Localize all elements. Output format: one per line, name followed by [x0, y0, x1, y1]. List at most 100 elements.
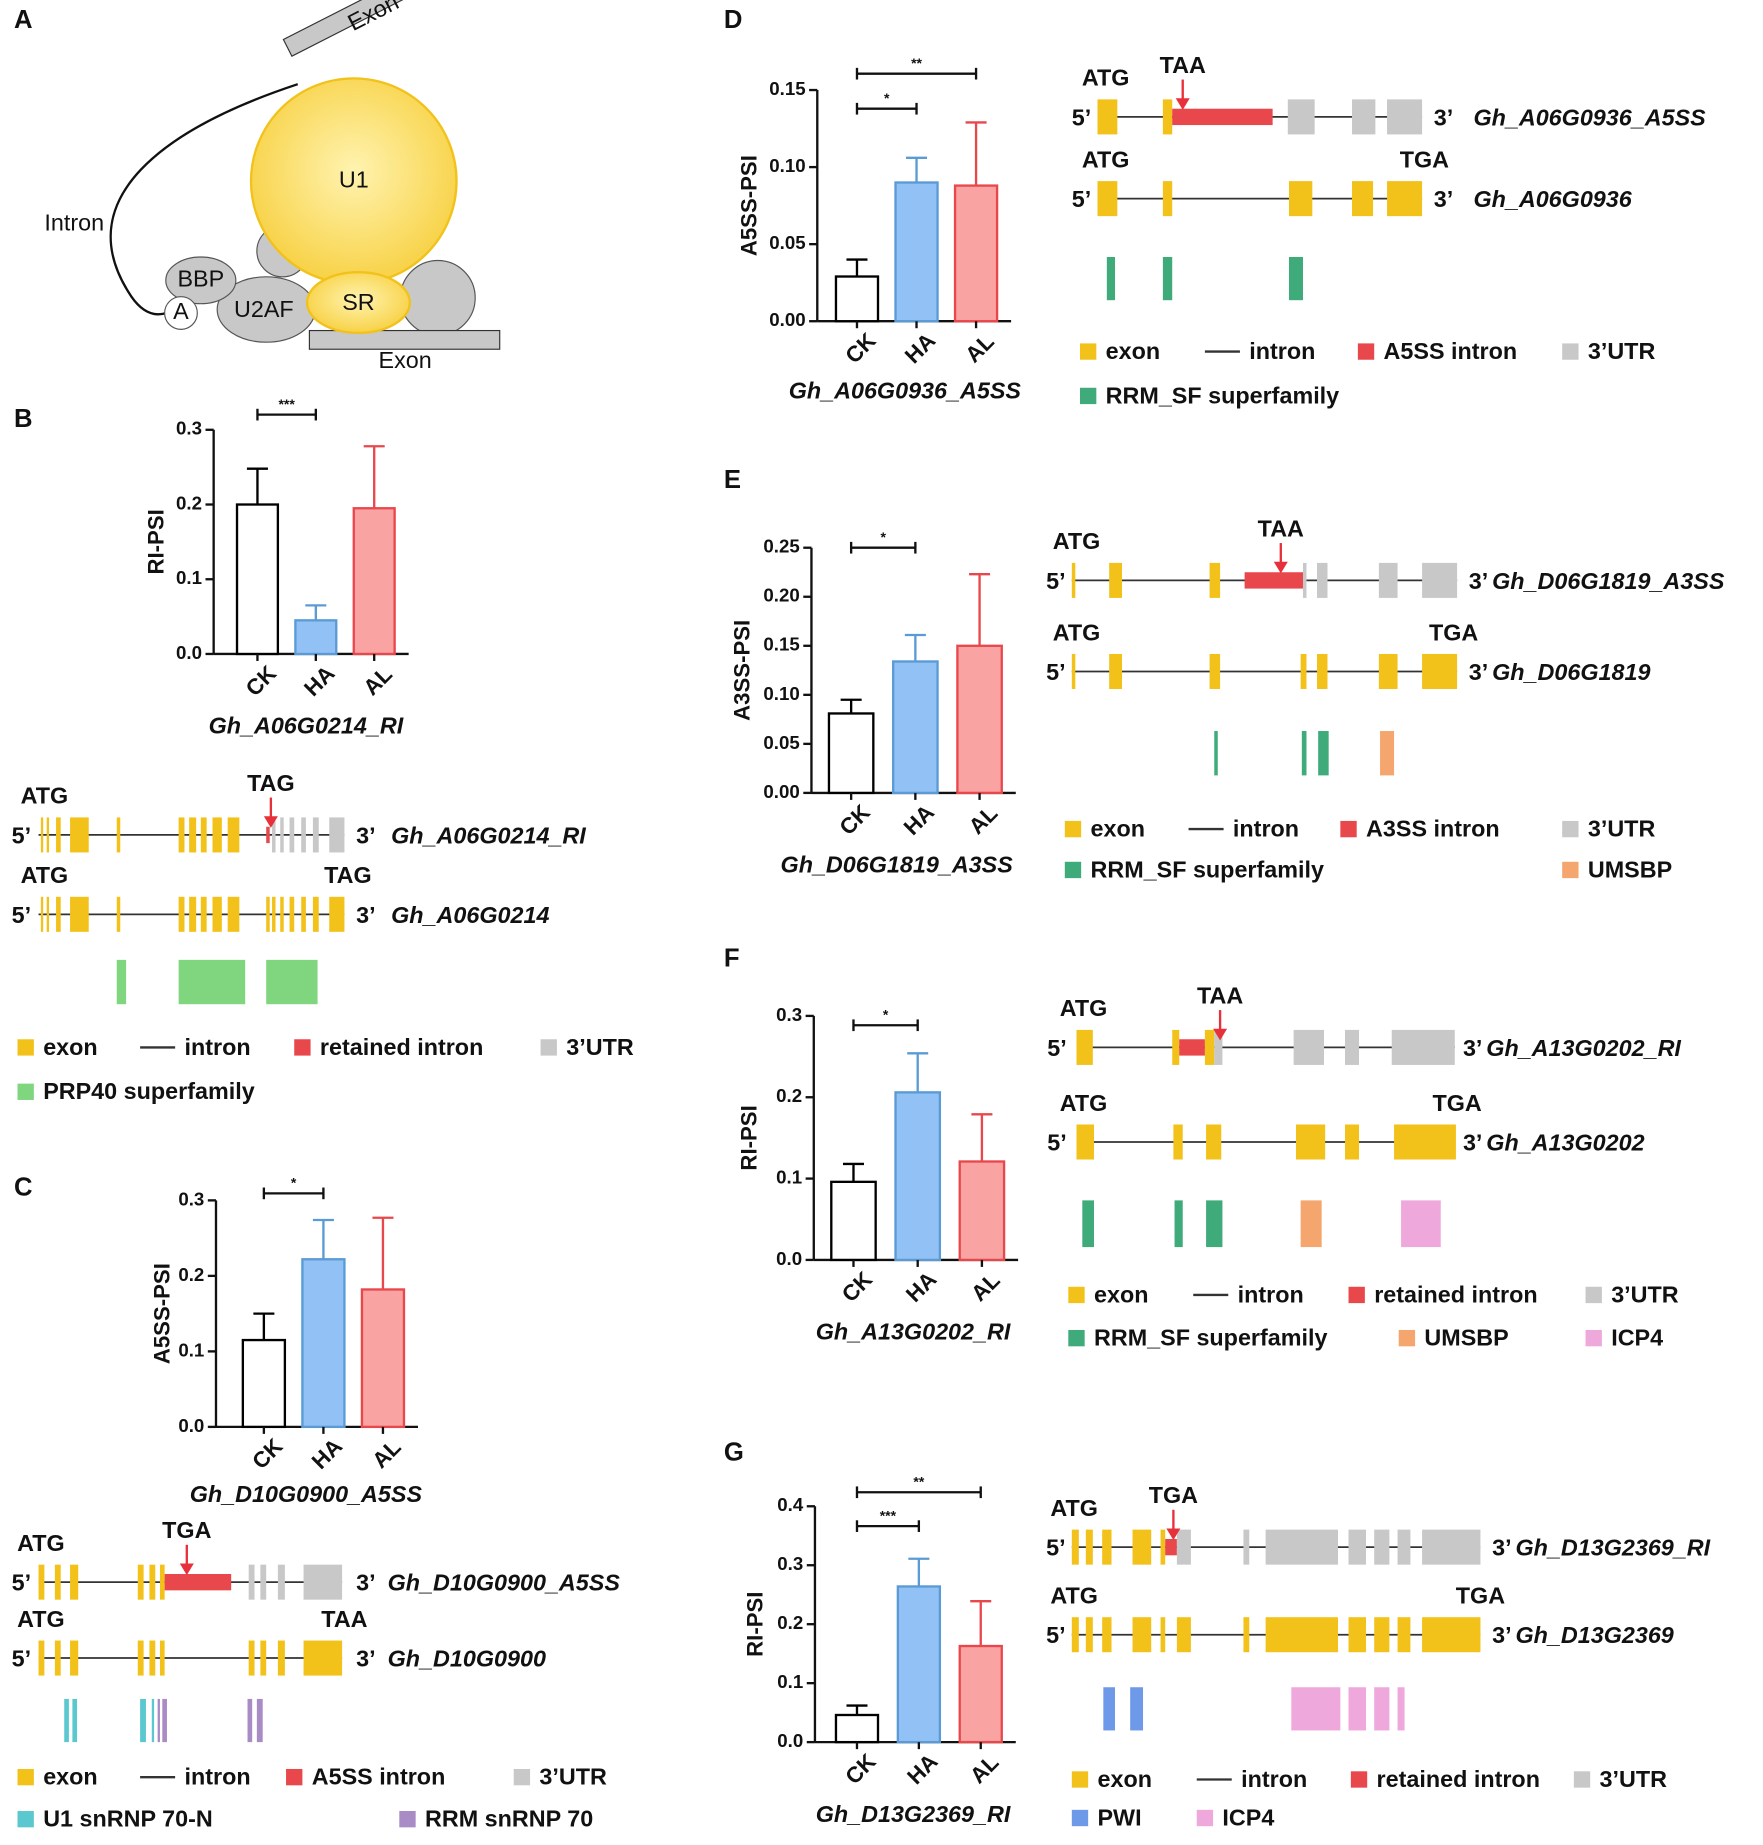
- exon: [137, 1640, 144, 1676]
- bar: [301, 1258, 346, 1429]
- exon: [301, 817, 306, 853]
- domain: [1300, 1200, 1322, 1248]
- chart-title: Gh_A06G0214_RI: [209, 713, 404, 739]
- y-tick-label: 0.00: [769, 309, 805, 330]
- sig-label: *: [884, 90, 890, 106]
- sig-label: ***: [278, 396, 295, 412]
- legend-swatch: [17, 1039, 34, 1056]
- legend-label: exon: [1097, 1766, 1151, 1792]
- exon: [1374, 1617, 1390, 1653]
- panel-label: A: [14, 6, 33, 34]
- exon: [266, 826, 270, 844]
- bar: [834, 275, 880, 323]
- exon: [1097, 181, 1118, 217]
- legend-label: U1 snRNP 70-N: [43, 1806, 213, 1832]
- exon: [1071, 1529, 1079, 1565]
- legend-label: exon: [43, 1763, 97, 1789]
- three-prime: 3’: [356, 1570, 375, 1596]
- legend-swatch: [1585, 1286, 1602, 1304]
- domain: [1380, 731, 1395, 776]
- exon: [289, 817, 295, 853]
- exon: [40, 817, 44, 853]
- bar: [827, 712, 875, 795]
- exon: [1422, 1529, 1481, 1565]
- three-prime: 3’: [1492, 1535, 1511, 1561]
- exon: [1076, 1124, 1094, 1160]
- domain: [157, 1698, 160, 1743]
- arrow-head: [179, 1563, 194, 1576]
- domain: [140, 1698, 146, 1743]
- exon: [312, 896, 319, 932]
- start-codon: ATG: [21, 783, 69, 809]
- domain: [1206, 1200, 1223, 1248]
- legend-label: intron: [1241, 1766, 1307, 1792]
- exon: [260, 1564, 267, 1600]
- exon: [149, 1564, 156, 1600]
- domain: [151, 1698, 155, 1743]
- legend-label: intron: [1249, 338, 1315, 364]
- exon: [1162, 99, 1173, 135]
- y-tick-label: 0.2: [178, 1264, 204, 1285]
- exon: [137, 1564, 144, 1600]
- label: U2AF: [234, 296, 294, 322]
- exon: [70, 896, 89, 932]
- legend-label: retained intron: [320, 1034, 483, 1060]
- start-codon: ATG: [1053, 619, 1101, 645]
- three-prime: 3’: [1434, 186, 1453, 212]
- exon: [189, 896, 197, 932]
- legend-swatch: [1573, 1771, 1591, 1788]
- legend-label: retained intron: [1374, 1281, 1537, 1307]
- legend-swatch: [513, 1768, 531, 1786]
- legend-label: RRM_SF superfamily: [1094, 1324, 1328, 1350]
- y-axis-label: RI-PSI: [742, 1592, 767, 1657]
- exon: [1422, 562, 1458, 598]
- legend-swatch: [17, 1811, 34, 1828]
- stop-codon: TAG: [247, 770, 295, 796]
- three-prime: 3’: [356, 902, 375, 928]
- domain: [116, 959, 127, 1005]
- y-tick-label: 0.3: [777, 1553, 803, 1574]
- legend-label: 3’UTR: [1611, 1281, 1679, 1307]
- exon: [200, 817, 207, 853]
- arrow-head: [1175, 98, 1190, 110]
- exon: [56, 817, 61, 853]
- domain: [1130, 1687, 1144, 1731]
- label: Intron: [44, 209, 104, 235]
- legend-swatch: [1562, 820, 1579, 838]
- exon: [280, 896, 284, 932]
- exon: [1102, 1617, 1112, 1653]
- legend-label: ICP4: [1611, 1324, 1663, 1350]
- y-axis-label: A5SS-PSI: [737, 155, 762, 256]
- exon-bar: [308, 329, 501, 350]
- start-codon: ATG: [1050, 1495, 1098, 1521]
- legend-label: intron: [184, 1034, 250, 1060]
- domain: [162, 1698, 167, 1743]
- label: U1: [339, 166, 369, 192]
- exon: [1176, 1617, 1191, 1653]
- exon: [1348, 1529, 1367, 1565]
- bar: [958, 1644, 1003, 1744]
- exon: [164, 1573, 232, 1591]
- domain: [1288, 256, 1303, 301]
- exon-bar: [282, 0, 428, 57]
- exon: [200, 896, 207, 932]
- exon: [1173, 1124, 1183, 1160]
- legend-label: exon: [1106, 338, 1160, 364]
- label: SR: [342, 289, 374, 315]
- domain: [1214, 731, 1218, 776]
- exon: [54, 1640, 61, 1676]
- exon: [56, 896, 61, 932]
- chart-title: Gh_A13G0202_RI: [816, 1319, 1011, 1345]
- exon: [1085, 1617, 1093, 1653]
- five-prime: 5’: [12, 1570, 31, 1596]
- five-prime: 5’: [1072, 104, 1091, 130]
- panel-label: B: [14, 405, 33, 433]
- exon: [1209, 562, 1221, 598]
- x-tick-label: CK: [837, 1267, 877, 1307]
- legend-swatch: [1068, 1329, 1085, 1347]
- exon: [277, 1564, 285, 1600]
- transcript-name: Gh_A06G0936_A5SS: [1473, 104, 1706, 130]
- exon: [1352, 181, 1374, 217]
- x-tick-label: HA: [900, 328, 940, 368]
- domain: [1374, 1687, 1390, 1731]
